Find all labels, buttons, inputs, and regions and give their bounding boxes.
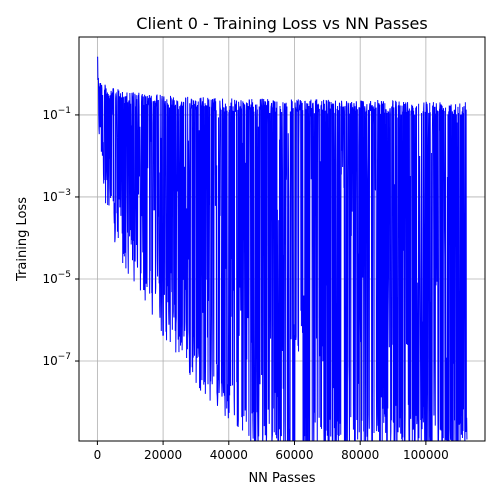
- plot-frame: [78, 36, 486, 442]
- x-tick-label: 80000: [341, 448, 379, 462]
- x-tick-label: 20000: [144, 448, 182, 462]
- y-tick-label: 10−5: [42, 270, 71, 286]
- x-tick-label: 40000: [210, 448, 248, 462]
- y-tick-label: 10−3: [42, 188, 71, 204]
- x-axis-label: NN Passes: [248, 471, 315, 486]
- loss-series: [96, 56, 468, 441]
- x-tick-label: 100000: [403, 448, 449, 462]
- y-tick-label: 10−1: [42, 106, 71, 122]
- y-axis-label: Training Loss: [15, 197, 30, 282]
- x-tick-label: 60000: [275, 448, 313, 462]
- y-tick-label: 10−7: [42, 352, 71, 368]
- chart-title: Client 0 - Training Loss vs NN Passes: [136, 14, 427, 33]
- loss-line: [96, 56, 468, 441]
- y-axis-ticks: 10−7 10−5 10−3 10−1: [42, 106, 79, 368]
- x-tick-label: 0: [94, 448, 102, 462]
- x-axis-ticks: 0 20000 40000 60000 80000 100000: [94, 441, 449, 462]
